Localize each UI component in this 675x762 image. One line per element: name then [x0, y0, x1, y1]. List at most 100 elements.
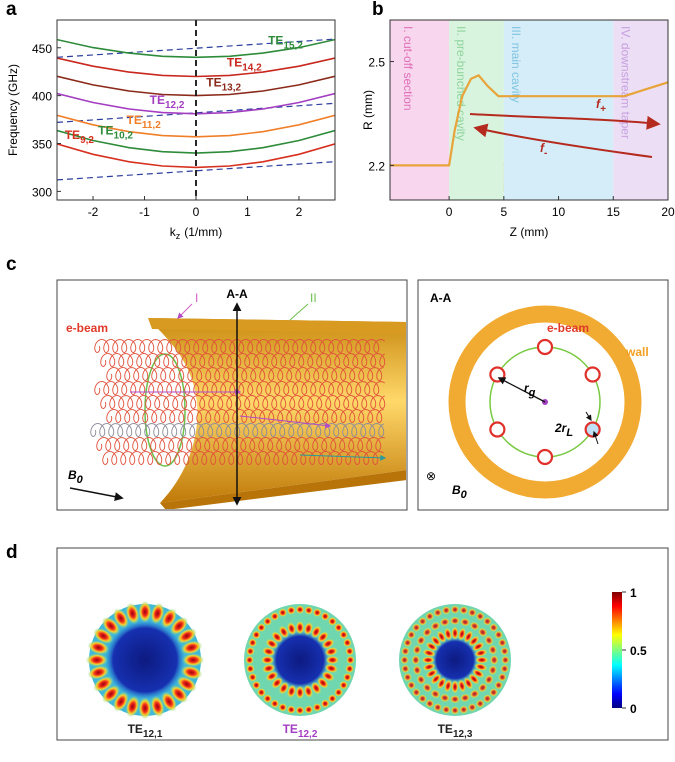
- colorbar-tick-label: 1: [630, 586, 637, 600]
- mode-lobe: [469, 689, 480, 699]
- label-main: f: [540, 141, 545, 155]
- mode-lobe: [248, 672, 258, 682]
- region-label: III. main cavity: [509, 26, 523, 103]
- mode-lobe: [425, 641, 439, 652]
- forward-arrow: [469, 113, 661, 130]
- pointer: [177, 303, 193, 319]
- tube: [144, 318, 406, 509]
- mode-lobe: [482, 694, 492, 704]
- beamlet: [584, 421, 601, 438]
- label-main: TE: [128, 722, 143, 736]
- mode-lobe: [93, 676, 114, 693]
- radius-profile: [390, 74, 668, 167]
- x-tick-label: 0: [193, 205, 200, 219]
- mode-lobe: [418, 694, 428, 704]
- field-arrow: [69, 487, 124, 502]
- mode-lobe: [406, 680, 416, 690]
- plot-frame: [389, 19, 669, 201]
- label-sub: g: [528, 387, 536, 399]
- mode-lobe: [469, 621, 480, 631]
- mode-name: TE12,3: [438, 722, 473, 740]
- mode-lobe: [489, 687, 499, 697]
- mode-lobe: [441, 705, 451, 715]
- label-main: k: [170, 225, 177, 239]
- mode-lobe: [180, 665, 203, 680]
- label-rest: (1/mm): [184, 225, 222, 239]
- annotation: f-: [540, 141, 548, 159]
- helices: [90, 339, 386, 465]
- mode-lobe: [112, 608, 129, 629]
- mode-lobe: [439, 617, 451, 627]
- mode-lobe: [176, 627, 197, 644]
- region-band: [390, 20, 450, 200]
- mode-lobe: [411, 654, 421, 666]
- label-sub: 0: [77, 474, 84, 486]
- mode-lobe: [304, 705, 314, 715]
- x-tick-label: 2: [296, 205, 303, 219]
- label-sub: 0: [461, 489, 468, 501]
- mode-lobe: [251, 630, 261, 640]
- mode-lobe: [433, 702, 443, 712]
- region-band: [503, 20, 614, 200]
- mode-lobe: [450, 605, 460, 615]
- mode-lobe: [482, 616, 492, 626]
- label-main: 2r: [554, 421, 568, 435]
- mode-lobe: [450, 705, 460, 715]
- mode-lobe: [327, 616, 337, 626]
- mode-lobe: [489, 654, 499, 666]
- label-sub: z: [176, 231, 181, 241]
- mode-lobe: [433, 608, 443, 618]
- mode-lobe: [138, 600, 152, 623]
- mode-lobe: [295, 705, 305, 715]
- larmor-label: 2rL: [554, 421, 573, 439]
- label-sub: L: [566, 427, 573, 439]
- mode-label: TE15,2: [268, 33, 303, 51]
- mode-lobe: [459, 693, 471, 703]
- mode-lobe: [303, 621, 314, 636]
- mode-lobe: [500, 655, 510, 665]
- electron-helix: [100, 395, 386, 409]
- x-tick-label: 5: [500, 205, 507, 219]
- mode-lobe: [468, 673, 480, 685]
- mode-lobe: [416, 635, 426, 646]
- label-main: B: [68, 468, 77, 482]
- mode-lobe: [467, 702, 477, 712]
- mode-lobe: [444, 679, 453, 693]
- mode-lobe: [403, 638, 413, 648]
- mode-lobe: [270, 699, 280, 709]
- label-sub: 12,2: [298, 729, 318, 740]
- mode-lobe: [444, 627, 453, 641]
- mode-lobe: [286, 605, 296, 615]
- mode-lobe: [430, 689, 441, 699]
- mode-lobe: [500, 664, 510, 674]
- mode-lobe: [421, 656, 436, 664]
- mode-lobe: [138, 697, 152, 720]
- label-main: TE: [283, 722, 298, 736]
- radius-label: rg: [524, 381, 536, 399]
- mode-lobe: [459, 605, 469, 615]
- mode-curve: [57, 38, 335, 59]
- mode-lobe: [248, 638, 258, 648]
- mode-label: TE13,2: [206, 75, 241, 93]
- mode-lobe: [161, 691, 178, 712]
- mode-lobe: [334, 687, 344, 697]
- label-main: TE: [127, 113, 142, 127]
- mode-lobe: [286, 705, 296, 715]
- mode-lobe: [425, 611, 435, 621]
- mode-lobe: [304, 605, 314, 615]
- section-label: A-A: [226, 287, 248, 301]
- drift-arrow: [239, 415, 332, 429]
- mode-lobe: [256, 687, 266, 697]
- mode-lobe: [418, 616, 428, 626]
- plot-area: I. cut-off section II. pre-bunched cavity…: [390, 20, 668, 200]
- electron-helix: [94, 381, 385, 395]
- size-arrow: [585, 411, 592, 422]
- beam-line: [57, 102, 335, 123]
- y-tick-label: 2.5: [368, 56, 385, 70]
- mode-core: [270, 630, 330, 690]
- mode-lobe: [488, 664, 498, 676]
- section-label: A-A: [430, 291, 452, 305]
- beam-label: e-beam: [547, 321, 589, 335]
- mode-lobe: [416, 674, 426, 685]
- mode-label: TE11,2: [127, 113, 162, 131]
